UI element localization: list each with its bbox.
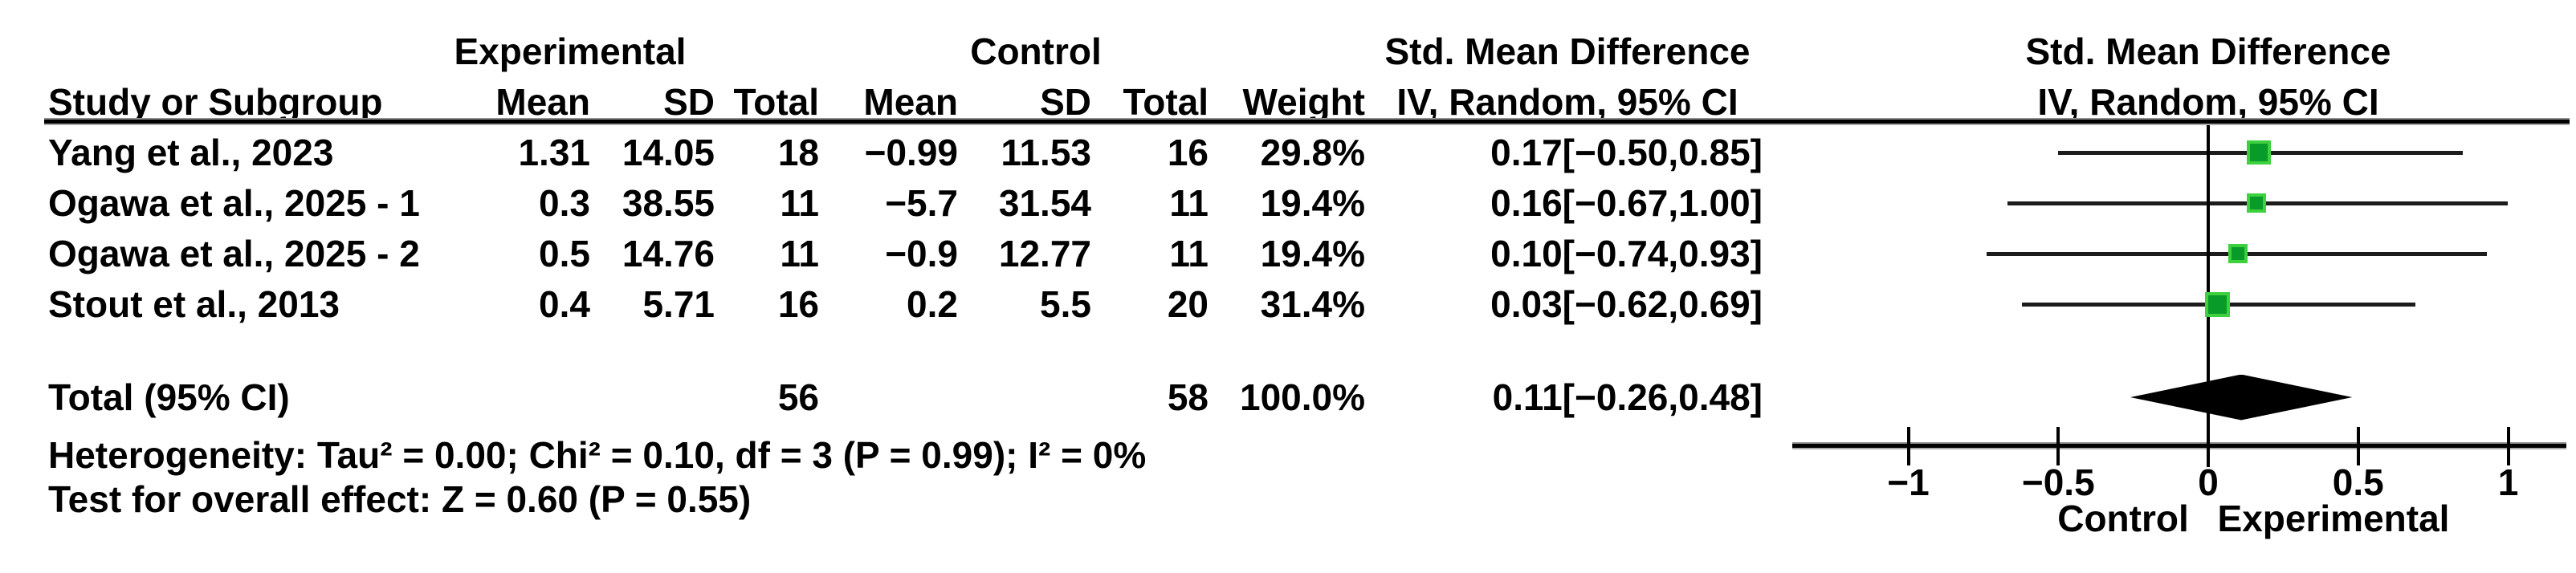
exp-total: 18 <box>777 131 819 173</box>
exp-mean: 0.3 <box>539 181 590 224</box>
ci-text: 0.17[−0.50,0.85] <box>1490 131 1763 173</box>
ctrl-total: 16 <box>1167 131 1209 173</box>
axis-tick <box>2506 427 2510 465</box>
weight-square <box>2204 291 2230 317</box>
exp-mean: 1.31 <box>518 131 590 173</box>
weight: 31.4% <box>1260 282 1365 325</box>
column-header-exp-sd: SD <box>663 81 715 123</box>
axis-tick-label: 0.5 <box>2332 461 2384 503</box>
column-header-exp-mean: Mean <box>495 81 590 123</box>
column-header-ctrl-sd: SD <box>1040 81 1091 123</box>
pooled-effect-diamond <box>2130 374 2353 421</box>
x-axis-line <box>1792 442 2566 449</box>
exp-sd: 38.55 <box>622 181 715 224</box>
axis-right-label: Experimental <box>2217 498 2450 539</box>
exp-sd: 14.76 <box>622 232 715 274</box>
weight: 19.4% <box>1260 181 1365 224</box>
exp-total: 11 <box>780 232 819 274</box>
ctrl-mean: −0.99 <box>864 131 958 173</box>
ctrl-sd: 31.54 <box>998 181 1091 224</box>
ci-text: 0.16[−0.67,1.00] <box>1490 181 1763 224</box>
weight-square <box>2228 244 2248 263</box>
ctrl-mean: −5.7 <box>885 181 958 224</box>
heterogeneity-text: Heterogeneity: Tau² = 0.00; Chi² = 0.10,… <box>48 434 1147 476</box>
ci-text: 0.03[−0.62,0.69] <box>1490 282 1763 325</box>
weight: 19.4% <box>1260 232 1365 274</box>
weight-square <box>2247 140 2272 165</box>
axis-tick <box>1906 427 1910 465</box>
ctrl-mean: −0.9 <box>885 232 958 274</box>
ctrl-mean: 0.2 <box>907 282 958 325</box>
axis-tick-label: −0.5 <box>2021 461 2095 503</box>
axis-tick-label: −1 <box>1887 461 1930 503</box>
ctrl-sd: 12.77 <box>998 232 1091 274</box>
weight: 29.8% <box>1260 131 1365 173</box>
axis-tick <box>2207 427 2210 465</box>
column-header-study: Study or Subgroup <box>48 81 383 123</box>
study-name: Ogawa et al., 2025 - 1 <box>48 181 420 224</box>
total-weight: 100.0% <box>1239 376 1365 418</box>
total-ci-text: 0.11[−0.26,0.48] <box>1492 376 1763 418</box>
column-header-weight: Weight <box>1242 81 1365 123</box>
axis-tick <box>2356 427 2360 465</box>
group-header-experimental: Experimental <box>454 30 687 72</box>
column-header-ctrl-total: Total <box>1123 81 1209 123</box>
exp-mean: 0.5 <box>539 232 590 274</box>
study-name: Ogawa et al., 2025 - 2 <box>48 232 420 274</box>
plot-header-model: IV, Random, 95% CI <box>2037 81 2379 123</box>
total-exp-total: 56 <box>777 376 819 418</box>
study-name: Stout et al., 2013 <box>48 282 340 325</box>
total-ctrl-total: 58 <box>1167 376 1209 418</box>
group-header-smd-text: Std. Mean Difference <box>1384 30 1751 72</box>
exp-total: 11 <box>780 181 819 224</box>
ctrl-sd: 5.5 <box>1040 282 1091 325</box>
column-header-ci-text: IV, Random, 95% CI <box>1396 81 1738 123</box>
exp-total: 16 <box>777 282 819 325</box>
ctrl-sd: 11.53 <box>1001 131 1091 173</box>
study-name: Yang et al., 2023 <box>48 131 334 173</box>
total-row-label: Total (95% CI) <box>48 376 290 418</box>
exp-sd: 5.71 <box>642 282 715 325</box>
weight-square <box>2246 193 2266 213</box>
header-rule <box>44 118 2570 125</box>
ci-text: 0.10[−0.74,0.93] <box>1490 232 1763 274</box>
plot-header-smd: Std. Mean Difference <box>2025 30 2391 72</box>
column-header-exp-total: Total <box>733 81 819 123</box>
ctrl-total: 11 <box>1169 181 1209 224</box>
axis-left-label: Control <box>2057 498 2189 539</box>
axis-tick <box>2056 427 2060 465</box>
overall-effect-text: Test for overall effect: Z = 0.60 (P = 0… <box>48 478 752 520</box>
axis-tick-label: 1 <box>2497 461 2519 503</box>
ctrl-total: 20 <box>1167 282 1209 325</box>
axis-tick-label: 0 <box>2198 461 2219 503</box>
group-header-control: Control <box>970 30 1102 72</box>
exp-sd: 14.05 <box>622 131 715 173</box>
exp-mean: 0.4 <box>539 282 590 325</box>
column-header-ctrl-mean: Mean <box>863 81 958 123</box>
ctrl-total: 11 <box>1169 232 1209 274</box>
